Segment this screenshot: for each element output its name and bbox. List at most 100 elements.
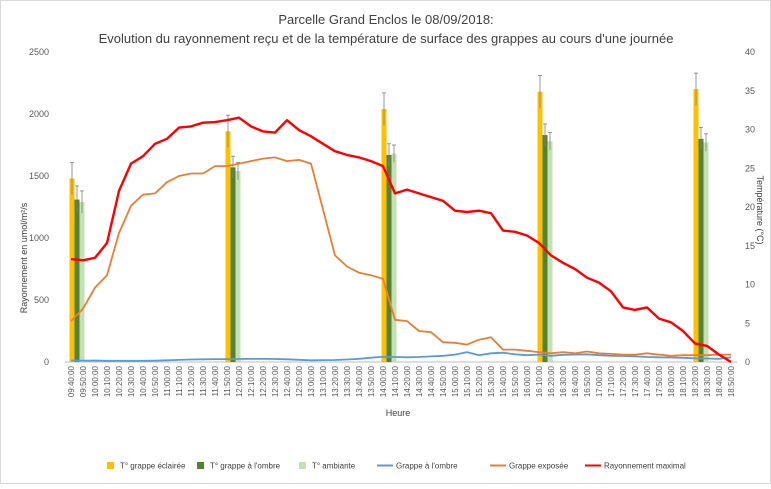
x-tick-label: 14:10:00 (391, 365, 400, 397)
x-tick-label: 09:40:00 (67, 365, 76, 397)
x-tick-label: 11:10:00 (175, 365, 184, 396)
y-left-label: Rayonnement en umol/m²/s (19, 202, 29, 313)
y-right-tick-label: 5 (745, 318, 750, 328)
x-tick-label: 11:40:00 (211, 365, 220, 396)
x-tick-label: 10:00:00 (91, 365, 100, 397)
x-tick-label: 14:40:00 (427, 365, 436, 397)
x-tick-label: 14:30:00 (415, 365, 424, 397)
x-tick-label: 16:10:00 (535, 365, 544, 397)
y-right-tick-label: 40 (745, 47, 755, 57)
plot-layer: 0 500 1000 1500 2000 2500 0 5 10 15 20 25 30 35 40 09:4… (29, 47, 755, 397)
x-tick-label: 17:00:00 (595, 365, 604, 397)
x-tick-label: 13:00:00 (307, 365, 316, 397)
bar-ambiante (703, 142, 709, 362)
x-tick-label: 10:40:00 (139, 365, 148, 397)
x-tick-label: 15:50:00 (511, 365, 520, 397)
y-right-tick-label: 25 (745, 163, 755, 173)
x-tick-label: 09:50:00 (79, 365, 88, 397)
legend-label: Rayonnement maximal (604, 462, 686, 471)
x-tick-label: 17:40:00 (643, 365, 652, 397)
bar-eclairee (537, 91, 543, 363)
x-tick-label: 15:40:00 (499, 365, 508, 397)
y-left-tick-label: 2000 (29, 109, 49, 119)
x-tick-label: 13:20:00 (331, 365, 340, 397)
x-tick-label: 18:20:00 (691, 365, 700, 397)
chart-title: Parcelle Grand Enclos le 08/09/2018: (278, 12, 493, 27)
y-left-tick-label: 0 (44, 357, 49, 367)
x-tick-label: 14:00:00 (379, 365, 388, 397)
x-tick-label: 15:10:00 (463, 365, 472, 397)
x-tick-label: 12:20:00 (259, 365, 268, 397)
x-tick-label: 18:00:00 (667, 365, 676, 397)
x-tick-label: 15:30:00 (487, 365, 496, 397)
x-tick-label: 16:40:00 (571, 365, 580, 397)
x-tick-label: 18:30:00 (703, 365, 712, 397)
bar-ambiante (547, 141, 553, 362)
bar-eclairee (69, 178, 75, 362)
x-tick-label: 14:50:00 (439, 365, 448, 397)
x-axis-label: Heure (386, 408, 411, 418)
bar-eclairee (693, 89, 699, 362)
legend: T° grappe éclairée T° grappe à l'ombre T° … (107, 462, 686, 471)
y-right-tick-label: 30 (745, 125, 755, 135)
x-tick-label: 12:30:00 (271, 365, 280, 397)
x-tick-label: 17:50:00 (655, 365, 664, 397)
x-tick-label: 13:30:00 (343, 365, 352, 397)
bar-ambiante (391, 153, 397, 362)
x-tick-label: 11:20:00 (187, 365, 196, 396)
bar-ambiante (79, 202, 85, 362)
line-grappe-expos-e (70, 156, 731, 357)
bar-eclairee (225, 131, 231, 362)
bar-eclairee (381, 109, 387, 362)
y-left-tick-label: 500 (34, 295, 49, 305)
x-tick-label: 12:50:00 (295, 365, 304, 397)
x-tick-label: 12:10:00 (247, 365, 256, 397)
legend-swatch (299, 462, 306, 469)
bar-ombre (74, 199, 80, 362)
legend-label: T° grappe à l'ombre (210, 462, 281, 471)
y-left-tick-label: 2500 (29, 47, 49, 57)
bar-ombre (386, 154, 392, 362)
x-tick-label: 12:00:00 (235, 365, 244, 397)
legend-swatch (107, 462, 114, 469)
x-tick-label: 15:20:00 (475, 365, 484, 397)
x-tick-label: 13:50:00 (367, 365, 376, 397)
x-tick-label: 10:50:00 (151, 365, 160, 397)
bar-ambiante (235, 171, 241, 362)
x-tick-label: 10:10:00 (103, 365, 112, 397)
line-grappe-l-ombre (70, 351, 732, 362)
line-rayonnement-maximal (70, 116, 732, 364)
x-tick-label: 18:50:00 (727, 365, 736, 397)
x-tick-label: 18:40:00 (715, 365, 724, 397)
y-right-tick-label: 10 (745, 280, 755, 290)
x-tick-label: 14:20:00 (403, 365, 412, 397)
x-tick-label: 13:40:00 (355, 365, 364, 397)
y-right-label: Température (°C) (755, 175, 765, 244)
x-tick-label: 15:00:00 (451, 365, 460, 397)
bar-ombre (698, 138, 704, 362)
legend-label: T° ambiante (312, 462, 356, 471)
x-tick-label: 11:50:00 (223, 365, 232, 396)
bar-ombre (230, 167, 236, 362)
x-tick-label: 10:20:00 (115, 365, 124, 397)
chart-subtitle: Evolution du rayonnement reçu et de la t… (99, 31, 674, 46)
x-tick-label: 17:10:00 (607, 365, 616, 397)
legend-label: Grappe à l'ombre (396, 462, 458, 471)
x-tick-label: 16:20:00 (547, 365, 556, 397)
legend-label: Grappe exposée (509, 462, 569, 471)
y-right-tick-label: 20 (745, 202, 755, 212)
y-left-tick-label: 1000 (29, 233, 49, 243)
x-tick-label: 11:30:00 (199, 365, 208, 396)
x-tick-label: 16:50:00 (583, 365, 592, 397)
x-tick-label: 18:10:00 (679, 365, 688, 397)
y-right-tick-label: 15 (745, 241, 755, 251)
y-right-tick-label: 0 (745, 357, 750, 367)
x-tick-label: 10:30:00 (127, 365, 136, 397)
x-tick-label: 16:30:00 (559, 365, 568, 397)
legend-label: T° grappe éclairée (120, 462, 186, 471)
x-tick-label: 11:00:00 (163, 365, 172, 396)
legend-swatch (197, 462, 204, 469)
x-tick-label: 17:20:00 (619, 365, 628, 397)
